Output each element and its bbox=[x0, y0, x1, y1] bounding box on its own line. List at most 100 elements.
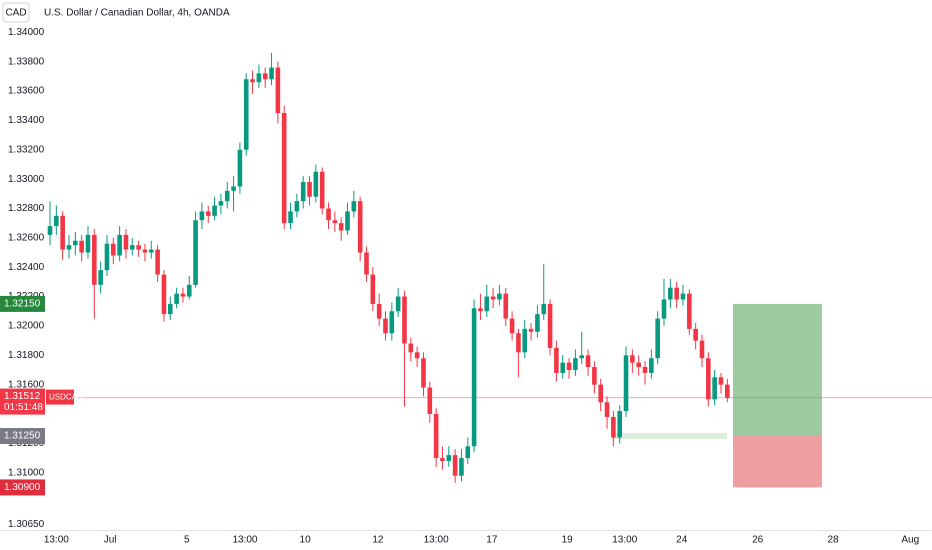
y-tick-label: 1.33600 bbox=[8, 86, 45, 97]
candle-body bbox=[313, 171, 319, 197]
candle-body bbox=[497, 293, 502, 300]
candle-body bbox=[674, 287, 679, 300]
y-tick-label: 1.32400 bbox=[8, 262, 45, 273]
y-tick-label: 1.32800 bbox=[8, 203, 45, 214]
candle-body bbox=[161, 274, 167, 315]
y-tick-label: 1.34000 bbox=[8, 27, 45, 38]
loss-zone bbox=[733, 436, 822, 488]
x-tick-label: 10 bbox=[300, 535, 312, 546]
y-tick-label: 1.33000 bbox=[8, 174, 45, 185]
candle-body bbox=[414, 352, 420, 359]
candle-body bbox=[148, 249, 154, 253]
y-tick-label: 1.30650 bbox=[8, 519, 45, 530]
candle-body bbox=[471, 308, 477, 447]
candle-body bbox=[699, 340, 705, 359]
y-tick-label: 1.33200 bbox=[8, 144, 45, 155]
candle-body bbox=[85, 234, 91, 253]
x-tick-label: 13:00 bbox=[232, 535, 257, 546]
candle-body bbox=[592, 367, 597, 385]
candle-body bbox=[155, 249, 160, 275]
candle-body bbox=[370, 274, 376, 304]
candle-body bbox=[250, 79, 255, 83]
candle-body bbox=[73, 240, 78, 246]
candle-body bbox=[573, 358, 578, 370]
candle-body bbox=[357, 201, 363, 253]
candle-body bbox=[224, 190, 230, 202]
candle-body bbox=[509, 318, 515, 334]
candle-body bbox=[560, 362, 566, 373]
candle-body bbox=[383, 318, 388, 334]
candle-body bbox=[142, 249, 148, 253]
y-tick-label: 1.31000 bbox=[8, 467, 45, 478]
x-tick-label: 24 bbox=[676, 535, 688, 546]
symbol-box[interactable] bbox=[2, 2, 30, 23]
candle-body bbox=[300, 182, 306, 202]
candle-body bbox=[566, 362, 572, 370]
candle-body bbox=[459, 458, 464, 476]
target-tag: 1.32150 bbox=[4, 299, 41, 310]
candle-body bbox=[199, 211, 205, 221]
candle-body bbox=[478, 308, 483, 312]
candle-body bbox=[319, 171, 325, 209]
x-tick-label: 19 bbox=[562, 535, 574, 546]
candle-body bbox=[680, 293, 686, 300]
candle-body bbox=[218, 201, 224, 206]
candle-body bbox=[307, 182, 312, 197]
candle-body bbox=[649, 358, 654, 373]
entry-tag-bg bbox=[0, 428, 45, 445]
candle-body bbox=[484, 296, 490, 312]
candle-body bbox=[243, 79, 249, 150]
target-tag-bg bbox=[0, 295, 45, 312]
x-tick-label: 13:00 bbox=[424, 535, 449, 546]
candle-body bbox=[111, 243, 116, 256]
x-tick-label: 28 bbox=[827, 535, 839, 546]
candle-body bbox=[516, 333, 521, 353]
candle-body bbox=[433, 414, 439, 459]
y-tick-label: 1.32000 bbox=[8, 321, 45, 332]
countdown: 01:51:48 bbox=[4, 402, 43, 413]
candle-body bbox=[408, 343, 414, 353]
candle-body bbox=[193, 220, 198, 285]
y-tick-label: 1.31600 bbox=[8, 379, 45, 390]
candle-body bbox=[288, 211, 293, 224]
candle-body bbox=[345, 211, 350, 231]
stop-tag: 1.30900 bbox=[4, 482, 41, 493]
candle-body bbox=[687, 293, 692, 329]
current-price-tag-bg bbox=[0, 388, 45, 415]
candle-body bbox=[326, 208, 331, 221]
candle-body bbox=[364, 252, 369, 275]
candle-body bbox=[490, 296, 496, 300]
candle-body bbox=[231, 186, 236, 191]
candle-body bbox=[237, 149, 243, 187]
candle-body bbox=[554, 347, 559, 373]
candle-body bbox=[174, 293, 179, 304]
x-tick-label: 13:00 bbox=[44, 535, 69, 546]
candle-body bbox=[395, 296, 401, 312]
candle-body bbox=[661, 299, 667, 319]
candle-body bbox=[541, 303, 547, 315]
stop-tag-bg bbox=[0, 479, 45, 496]
candle-body bbox=[535, 314, 540, 332]
candle-body bbox=[421, 358, 426, 388]
candle-body bbox=[452, 455, 458, 476]
y-tick-label: 1.33400 bbox=[8, 115, 45, 126]
x-tick-label: 26 bbox=[752, 535, 764, 546]
candle-body bbox=[604, 402, 610, 417]
candle-body bbox=[98, 270, 103, 285]
candle-body bbox=[446, 455, 452, 461]
candle-body bbox=[706, 358, 711, 400]
candle-body bbox=[186, 284, 192, 297]
x-tick-label: 5 bbox=[184, 535, 190, 546]
candle-body bbox=[60, 215, 65, 250]
candle-body bbox=[262, 73, 268, 80]
candle-body bbox=[205, 211, 211, 216]
candle-body bbox=[47, 226, 53, 235]
candle-body bbox=[598, 384, 604, 403]
symbol-tag-bg bbox=[46, 389, 74, 405]
candle-body bbox=[389, 311, 395, 334]
candle-body bbox=[376, 303, 382, 319]
candle-body bbox=[79, 240, 84, 253]
candle-body bbox=[528, 328, 534, 332]
candle-body bbox=[104, 243, 110, 271]
profit-zone bbox=[733, 303, 822, 437]
